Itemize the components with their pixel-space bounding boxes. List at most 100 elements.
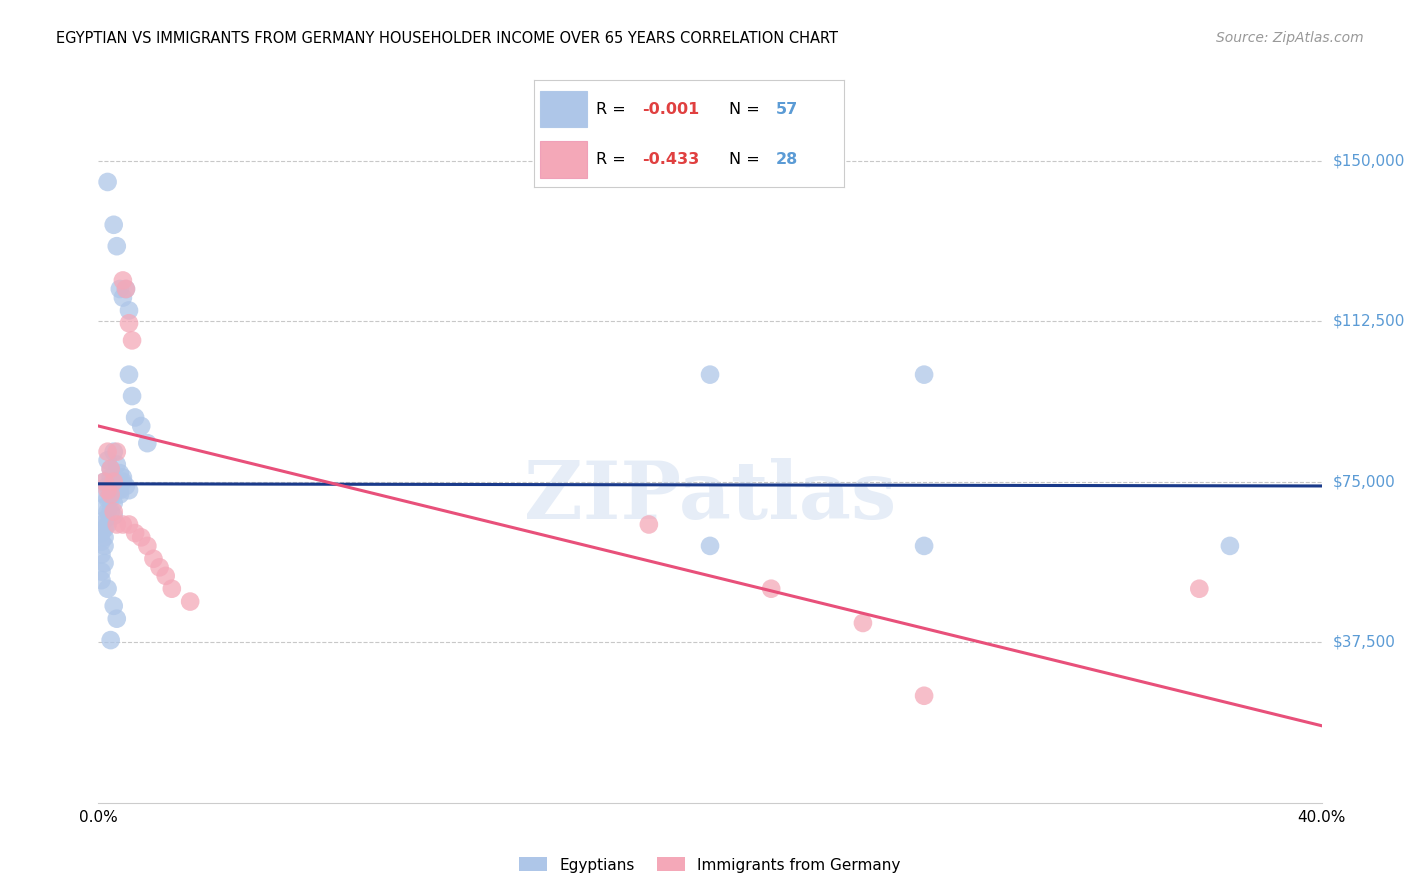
Point	[115, 479, 138, 493]
Point	[97, 479, 120, 493]
Point	[103, 508, 125, 523]
Point	[1219, 539, 1241, 553]
Point	[149, 560, 172, 574]
Point	[105, 483, 128, 498]
Point	[97, 582, 120, 596]
Point	[100, 633, 122, 648]
Text: -0.001: -0.001	[643, 102, 700, 117]
Point	[103, 218, 125, 232]
Point	[124, 410, 146, 425]
Point	[93, 475, 115, 489]
Point	[121, 334, 143, 348]
Text: $37,500: $37,500	[1333, 635, 1396, 649]
Point	[118, 368, 141, 382]
Point	[93, 530, 115, 544]
Point	[103, 599, 125, 613]
Point	[912, 368, 935, 382]
Point	[105, 517, 128, 532]
Point	[90, 573, 112, 587]
Point	[90, 565, 112, 579]
Point	[912, 689, 935, 703]
Text: N =: N =	[730, 102, 765, 117]
Point	[93, 475, 115, 489]
Point	[111, 517, 134, 532]
Point	[155, 569, 177, 583]
Point	[124, 526, 146, 541]
Point	[852, 615, 875, 630]
Point	[759, 582, 782, 596]
Point	[637, 517, 661, 532]
Point	[100, 462, 122, 476]
Point	[97, 483, 120, 498]
Point	[103, 444, 125, 458]
Point	[108, 282, 131, 296]
Point	[118, 517, 141, 532]
Point	[103, 475, 125, 489]
Point	[111, 291, 134, 305]
Point	[103, 496, 125, 510]
Text: ZIPatlas: ZIPatlas	[524, 458, 896, 536]
Point	[136, 539, 159, 553]
Text: $75,000: $75,000	[1333, 475, 1396, 489]
Point	[121, 389, 143, 403]
Point	[912, 539, 935, 553]
Point	[105, 458, 128, 472]
Point	[97, 491, 120, 506]
Point	[100, 505, 122, 519]
Point	[100, 487, 122, 501]
FancyBboxPatch shape	[540, 91, 586, 128]
Point	[93, 487, 115, 501]
Point	[90, 517, 112, 532]
Point	[90, 548, 112, 562]
Point	[105, 612, 128, 626]
Point	[118, 483, 141, 498]
Point	[1188, 582, 1211, 596]
Point	[129, 530, 152, 544]
Point	[136, 436, 159, 450]
Point	[105, 239, 128, 253]
Point	[103, 479, 125, 493]
Point	[100, 470, 122, 484]
Text: R =: R =	[596, 102, 631, 117]
Point	[108, 466, 131, 480]
Point	[118, 303, 141, 318]
Point	[111, 475, 134, 489]
Text: $150,000: $150,000	[1333, 153, 1405, 168]
Point	[111, 470, 134, 484]
Point	[100, 462, 122, 476]
Point	[100, 491, 122, 506]
Point	[108, 483, 131, 498]
Point	[699, 539, 721, 553]
Point	[93, 513, 115, 527]
Point	[160, 582, 183, 596]
Point	[115, 282, 138, 296]
Point	[118, 316, 141, 330]
Point	[90, 534, 112, 549]
Point	[93, 556, 115, 570]
Text: N =: N =	[730, 152, 765, 167]
Point	[103, 505, 125, 519]
Point	[115, 282, 138, 296]
Text: R =: R =	[596, 152, 631, 167]
Point	[93, 539, 115, 553]
Point	[90, 526, 112, 541]
Point	[97, 505, 120, 519]
Point	[97, 175, 120, 189]
Text: -0.433: -0.433	[643, 152, 700, 167]
Point	[93, 522, 115, 536]
Point	[699, 368, 721, 382]
FancyBboxPatch shape	[540, 141, 586, 178]
Point	[108, 487, 131, 501]
Text: 28: 28	[776, 152, 797, 167]
Point	[97, 517, 120, 532]
Text: EGYPTIAN VS IMMIGRANTS FROM GERMANY HOUSEHOLDER INCOME OVER 65 YEARS CORRELATION: EGYPTIAN VS IMMIGRANTS FROM GERMANY HOUS…	[56, 31, 838, 46]
Point	[97, 453, 120, 467]
Legend: Egyptians, Immigrants from Germany: Egyptians, Immigrants from Germany	[513, 851, 907, 879]
Point	[97, 444, 120, 458]
Point	[111, 273, 134, 287]
Text: Source: ZipAtlas.com: Source: ZipAtlas.com	[1216, 31, 1364, 45]
Point	[105, 444, 128, 458]
Point	[129, 419, 152, 434]
Text: 57: 57	[776, 102, 797, 117]
Point	[142, 551, 165, 566]
